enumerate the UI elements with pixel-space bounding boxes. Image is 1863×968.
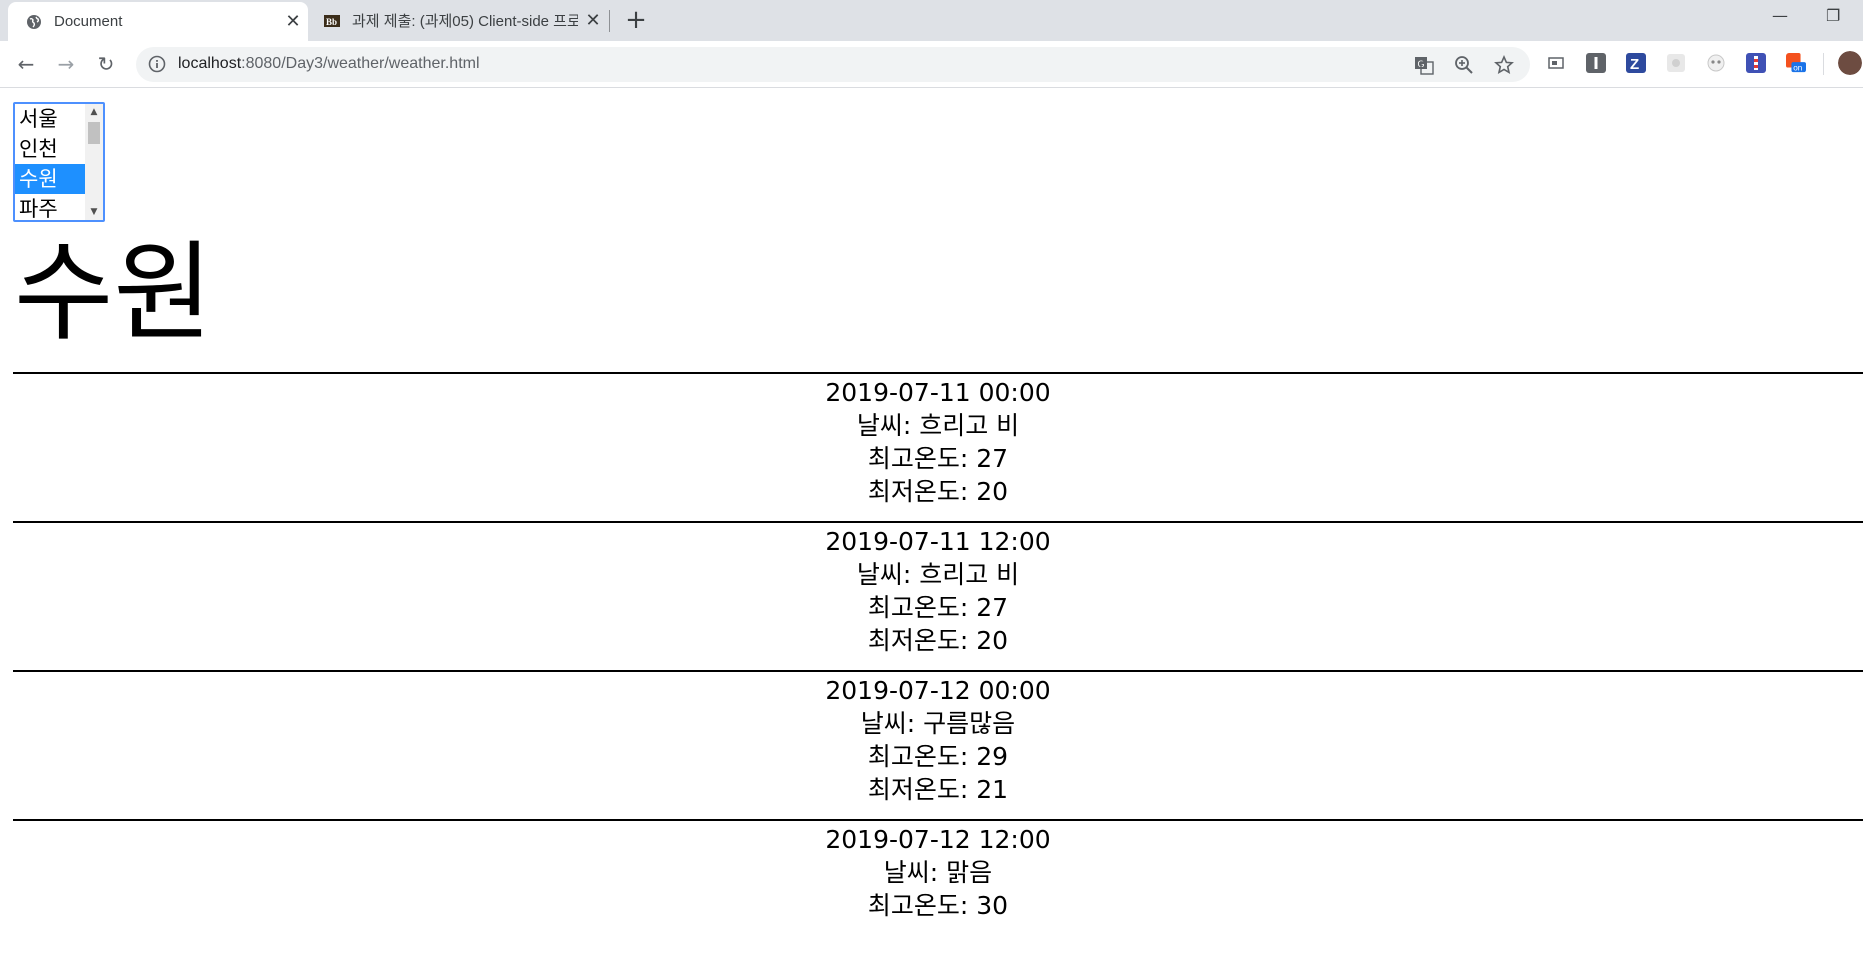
svg-text:Bb: Bb (326, 17, 337, 27)
city-select[interactable]: 서울 인천 수원 파주 ▲ ▼ (13, 102, 105, 222)
forecast-list: 2019-07-11 00:00 날씨: 흐리고 비 최고온도: 27 최저온도… (13, 372, 1863, 968)
weather-value: 구름많음 (923, 709, 1016, 738)
forecast-entry: 2019-07-12 00:00 날씨: 구름많음 최고온도: 29 최저온도:… (13, 670, 1863, 819)
weather-value: 맑음 (946, 858, 993, 887)
high-value: 29 (976, 742, 1009, 771)
scroll-up-arrow-icon[interactable]: ▲ (90, 107, 98, 117)
tab-separator (609, 10, 610, 32)
forecast-high: 최고온도: 27 (13, 442, 1863, 475)
globe-icon (27, 14, 41, 29)
forecast-low: 최저온도: 21 (13, 773, 1863, 806)
weather-label: 날씨: (883, 858, 947, 887)
forecast-weather: 날씨: 흐리고 비 (13, 409, 1863, 442)
extension-grid-icon[interactable] (1666, 53, 1686, 73)
svg-text:on: on (1793, 63, 1803, 72)
high-label: 최고온도: (867, 444, 977, 473)
minimize-icon[interactable]: — (1772, 6, 1788, 25)
tab-title: 과제 제출: (과제05) Client-side 프로그래밍 (352, 13, 578, 30)
forecast-datetime: 2019-07-11 12:00 (825, 527, 1051, 556)
city-option[interactable]: 서울 (19, 107, 58, 131)
tab-title: Document (54, 13, 123, 30)
forecast-low: 최저온도: 20 (13, 475, 1863, 508)
city-list-scrollbar[interactable]: ▲ ▼ (85, 104, 103, 220)
weather-label: 날씨: (856, 560, 920, 589)
close-tab-icon[interactable]: ✕ (285, 11, 301, 31)
city-option-selected[interactable]: 수원 (15, 164, 85, 194)
blackboard-icon: Bb (324, 14, 340, 27)
tab-strip: Document ✕ Bb 과제 제출: (과제05) Client-side … (0, 0, 1863, 41)
tab-assignment[interactable]: Bb 과제 제출: (과제05) Client-side 프로그래밍 ✕ (312, 0, 608, 41)
close-tab-icon[interactable]: ✕ (585, 10, 601, 30)
low-label: 최저온도: (867, 626, 977, 655)
forecast-weather: 날씨: 구름많음 (13, 707, 1863, 740)
forecast-weather: 날씨: 맑음 (13, 856, 1863, 889)
info-icon[interactable] (148, 55, 166, 73)
city-option[interactable]: 파주 (19, 197, 58, 221)
browser-toolbar: ← → ↻ localhost:8080/Day3/weather/weathe… (0, 41, 1863, 88)
extension-i-icon[interactable] (1586, 53, 1606, 73)
weather-value: 흐리고 비 (919, 411, 1020, 440)
high-value: 30 (976, 891, 1009, 920)
forward-arrow-icon[interactable]: → (57, 52, 75, 76)
scroll-down-arrow-icon[interactable]: ▼ (90, 207, 98, 217)
back-arrow-icon[interactable]: ← (17, 52, 35, 76)
forecast-entry: 2019-07-11 00:00 날씨: 흐리고 비 최고온도: 27 최저온도… (13, 372, 1863, 521)
forecast-datetime: 2019-07-11 00:00 (825, 378, 1051, 407)
forecast-high: 최고온도: 30 (13, 889, 1863, 922)
toolbar-divider (1823, 53, 1824, 75)
weather-value: 흐리고 비 (919, 560, 1020, 589)
forecast-entry: 2019-07-11 12:00 날씨: 흐리고 비 최고온도: 27 최저온도… (13, 521, 1863, 670)
url-path: :8080/Day3/weather/weather.html (241, 55, 480, 72)
scroll-thumb[interactable] (88, 122, 100, 144)
profile-avatar[interactable] (1838, 51, 1862, 75)
zoom-icon[interactable] (1454, 55, 1474, 75)
city-heading: 수원 (14, 231, 213, 356)
low-label: 최저온도: (867, 775, 977, 804)
forecast-datetime: 2019-07-12 12:00 (825, 825, 1051, 854)
lighthouse-icon[interactable] (1746, 53, 1766, 73)
low-value: 20 (976, 626, 1009, 655)
weather-label: 날씨: (860, 709, 924, 738)
low-label: 최저온도: (867, 477, 977, 506)
extension-on-icon[interactable]: on (1786, 53, 1806, 73)
translate-icon[interactable]: G (1414, 55, 1434, 75)
high-value: 27 (976, 593, 1009, 622)
cast-icon[interactable] (1546, 53, 1566, 73)
page-content: 서울 인천 수원 파주 ▲ ▼ 수원 2019-07-11 00:00 날씨: … (0, 89, 1863, 920)
address-bar[interactable]: localhost:8080/Day3/weather/weather.html… (136, 47, 1530, 82)
forecast-datetime: 2019-07-12 00:00 (825, 676, 1051, 705)
tab-document[interactable]: Document ✕ (8, 2, 308, 41)
weather-label: 날씨: (856, 411, 920, 440)
zotero-z-icon[interactable]: Z (1626, 53, 1646, 73)
forecast-low: 최저온도: 20 (13, 624, 1863, 657)
panda-icon[interactable] (1706, 53, 1726, 73)
high-value: 27 (976, 444, 1009, 473)
url-text: localhost:8080/Day3/weather/weather.html (178, 55, 480, 73)
reload-icon[interactable]: ↻ (97, 52, 115, 76)
forecast-weather: 날씨: 흐리고 비 (13, 558, 1863, 591)
forecast-high: 최고온도: 27 (13, 591, 1863, 624)
low-value: 20 (976, 477, 1009, 506)
high-label: 최고온도: (867, 593, 977, 622)
star-icon[interactable] (1494, 55, 1514, 75)
url-host: localhost (178, 55, 242, 72)
city-options: 서울 인천 수원 파주 (15, 104, 85, 221)
high-label: 최고온도: (867, 891, 977, 920)
low-value: 21 (976, 775, 1009, 804)
restore-icon[interactable]: ❐ (1826, 6, 1841, 25)
high-label: 최고온도: (867, 742, 977, 771)
forecast-high: 최고온도: 29 (13, 740, 1863, 773)
svg-text:Z: Z (1630, 56, 1639, 73)
forecast-entry: 2019-07-12 12:00 날씨: 맑음 최고온도: 30 (13, 819, 1863, 968)
new-tab-icon[interactable]: + (625, 5, 647, 35)
city-option[interactable]: 인천 (19, 137, 58, 161)
